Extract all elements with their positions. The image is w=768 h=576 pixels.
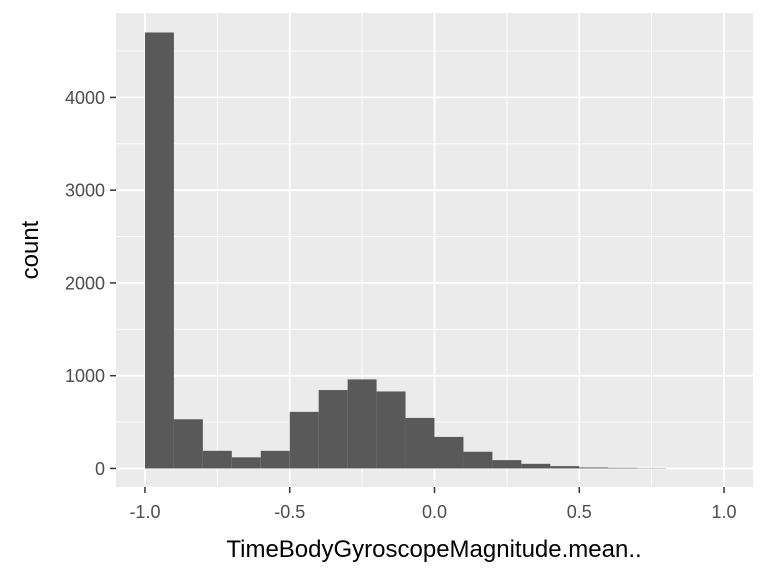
x-tick-label: -1.0: [129, 502, 160, 522]
y-tick-label: 4000: [65, 88, 105, 108]
histogram-bar: [318, 390, 348, 469]
y-tick-label: 2000: [65, 273, 105, 293]
y-tick-label: 0: [95, 459, 105, 479]
histogram-bar: [521, 463, 551, 469]
histogram-bar: [492, 460, 522, 469]
y-tick-label: 3000: [65, 181, 105, 201]
histogram-bar: [550, 466, 580, 469]
y-axis-title: count: [17, 220, 44, 279]
x-tick-label: -0.5: [274, 502, 305, 522]
histogram-bar: [347, 379, 377, 469]
y-axis-ticks: 0 1000 2000 3000 4000: [65, 88, 116, 479]
x-axis-ticks: -1.0 -0.5 0.0 0.5 1.0: [129, 487, 737, 522]
histogram-bar: [202, 450, 232, 469]
histogram-bar: [289, 411, 319, 469]
histogram-bar: [231, 457, 261, 469]
histogram-bar: [405, 417, 435, 469]
histogram-bar: [434, 436, 464, 469]
x-tick-label: 1.0: [712, 502, 737, 522]
y-tick-label: 1000: [65, 366, 105, 386]
x-tick-label: 0.0: [422, 502, 447, 522]
histogram-bar: [173, 419, 203, 469]
histogram-bar: [260, 450, 290, 469]
histogram-bar: [579, 467, 609, 469]
histogram-bars: [144, 32, 667, 469]
histogram-bar: [144, 32, 174, 469]
histogram-bar: [608, 467, 638, 469]
x-tick-label: 0.5: [567, 502, 592, 522]
x-axis-title: TimeBodyGyroscopeMagnitude.mean..: [226, 536, 641, 563]
histogram-bar: [376, 391, 406, 469]
histogram-bar: [463, 451, 493, 469]
